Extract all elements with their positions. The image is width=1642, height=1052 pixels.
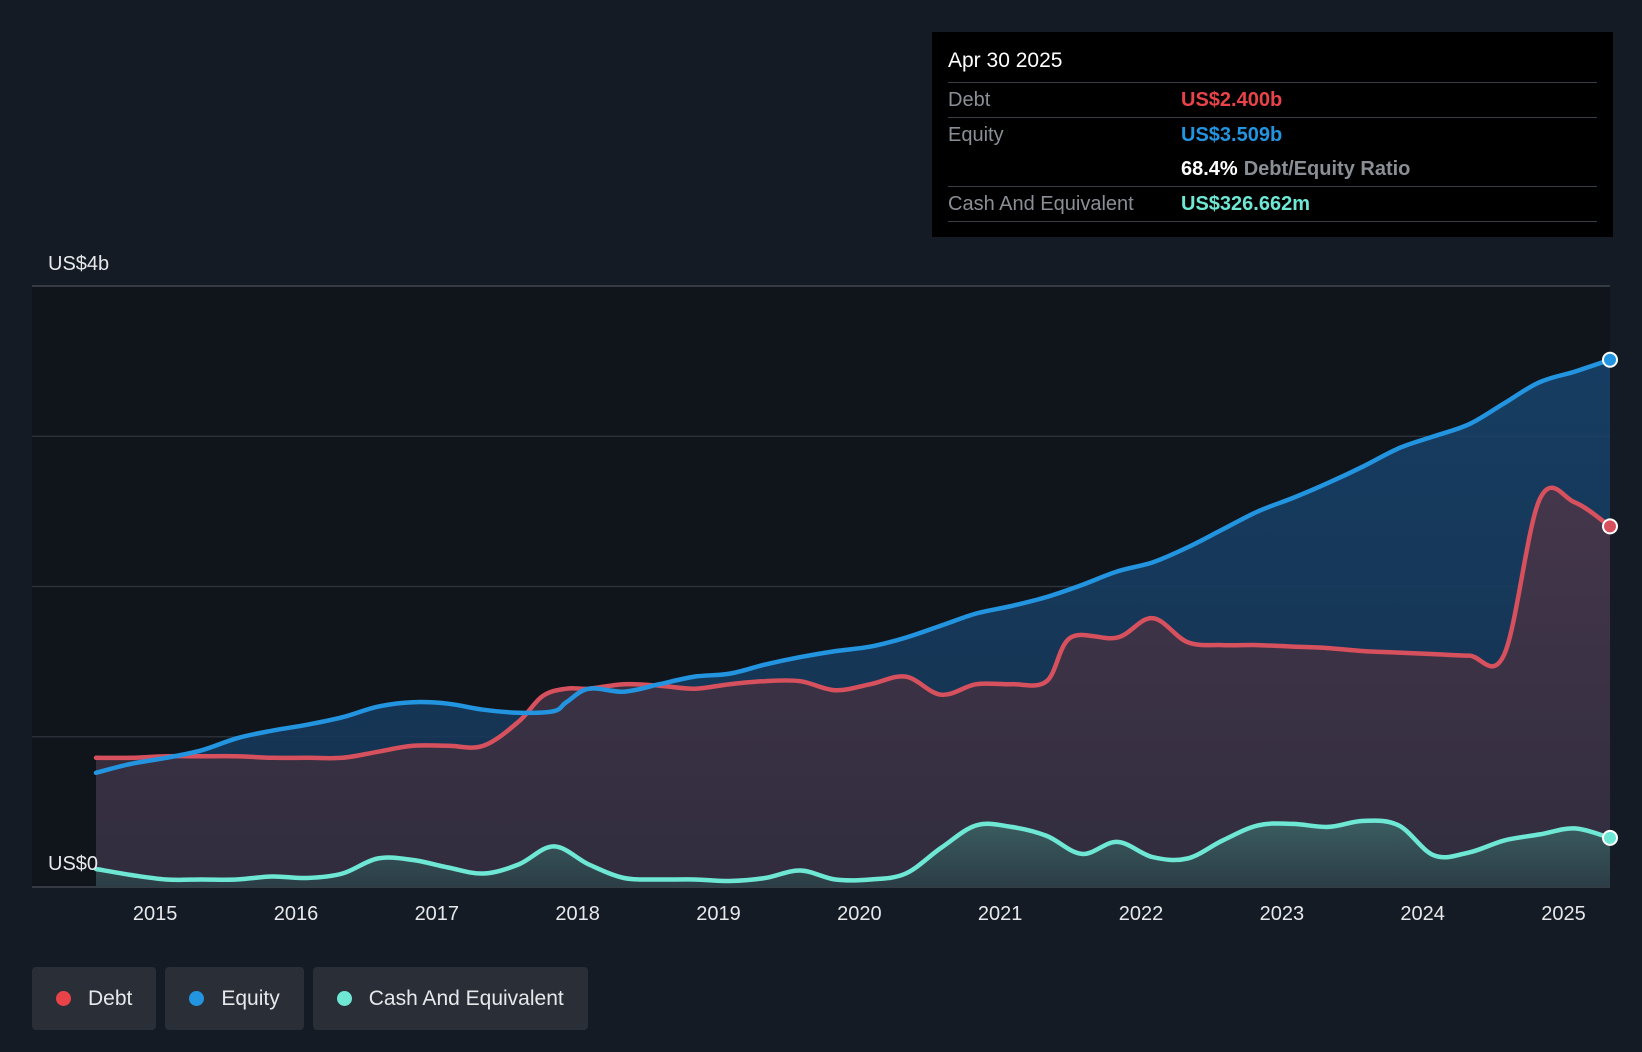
cash-endpoint bbox=[1602, 829, 1618, 846]
tooltip-cash-label: Cash And Equivalent bbox=[948, 193, 1134, 215]
tooltip-date: Apr 30 2025 bbox=[948, 46, 1597, 83]
tooltip-equity-value: US$3.509b bbox=[1181, 124, 1283, 146]
series-endpoints bbox=[1602, 351, 1618, 846]
legend-dot-equity bbox=[189, 991, 205, 1006]
legend-item-debt[interactable]: Debt bbox=[32, 967, 157, 1030]
x-tick-label: 2025 bbox=[1541, 903, 1586, 925]
tooltip-equity-label: Equity bbox=[948, 124, 1004, 146]
legend-dot-cash bbox=[336, 991, 352, 1006]
tooltip-ratio-value: 68.4% bbox=[1181, 158, 1238, 180]
cash-line bbox=[93, 818, 1613, 884]
tooltip-row-debt: Debt US$2.400b bbox=[948, 83, 1597, 118]
x-tick-label: 2024 bbox=[1400, 903, 1445, 925]
x-tick-label: 2022 bbox=[1119, 903, 1164, 925]
x-tick-label: 2021 bbox=[978, 903, 1023, 925]
tooltip-ratio-label: Debt/Equity Ratio bbox=[1243, 158, 1411, 180]
tooltip-cash-value: US$326.662m bbox=[1181, 193, 1310, 215]
debt-area bbox=[96, 487, 1610, 887]
legend-label-equity: Equity bbox=[221, 986, 280, 1010]
chart-legend: Debt Equity Cash And Equivalent bbox=[32, 967, 588, 1030]
y-axis-bottom-label: US$0 bbox=[48, 853, 98, 875]
equity-line bbox=[93, 357, 1613, 776]
tooltip-row-equity: Equity US$3.509b bbox=[948, 118, 1597, 152]
series-lines bbox=[93, 357, 1613, 884]
x-tick-label: 2023 bbox=[1260, 903, 1305, 925]
x-tick-label: 2015 bbox=[133, 903, 178, 925]
tooltip-debt-label: Debt bbox=[948, 89, 991, 111]
tooltip-panel: Apr 30 2025 Debt US$2.400b Equity US$3.5… bbox=[932, 32, 1613, 237]
legend-item-cash[interactable]: Cash And Equivalent bbox=[312, 967, 588, 1030]
legend-label-cash: Cash And Equivalent bbox=[368, 986, 564, 1010]
debt-endpoint bbox=[1602, 518, 1618, 535]
x-tick-label: 2016 bbox=[274, 903, 319, 925]
tooltip-row-ratio: 68.4% Debt/Equity Ratio bbox=[948, 152, 1597, 187]
legend-dot-debt bbox=[56, 991, 71, 1006]
x-axis-ticks: 2015 2016 2017 2018 2019 2020 2021 2022 2023 2024… bbox=[133, 903, 1586, 925]
tooltip-row-cash: Cash And Equivalent US$326.662m bbox=[948, 187, 1597, 222]
y-axis-top-label: US$4b bbox=[48, 253, 109, 275]
legend-label-debt: Debt bbox=[88, 986, 133, 1010]
equity-endpoint bbox=[1602, 351, 1618, 368]
debt-line bbox=[93, 485, 1613, 761]
x-tick-label: 2017 bbox=[415, 903, 460, 925]
x-tick-label: 2020 bbox=[837, 903, 882, 925]
x-tick-label: 2018 bbox=[555, 903, 600, 925]
tooltip-debt-value: US$2.400b bbox=[1181, 89, 1283, 111]
x-tick-label: 2019 bbox=[696, 903, 741, 925]
legend-item-equity[interactable]: Equity bbox=[165, 967, 304, 1030]
